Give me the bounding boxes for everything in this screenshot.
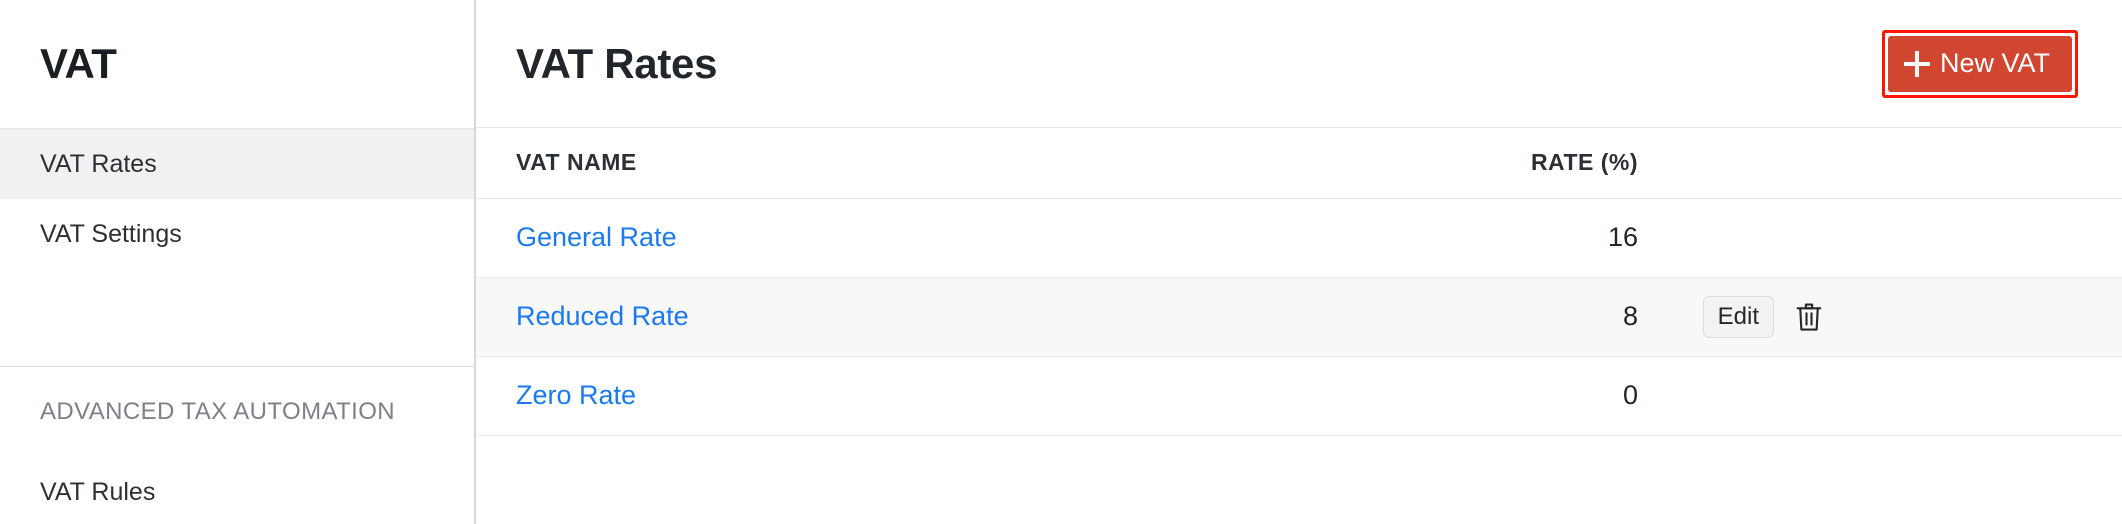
new-vat-highlight-box: New VAT: [1881, 29, 2078, 98]
page-title: VAT Rates: [516, 39, 718, 87]
sidebar-divider: [0, 366, 474, 367]
cell-vat-name: Zero Rate: [476, 356, 1206, 436]
table-body: General Rate 16 Reduced Rate 8 Edit: [476, 198, 2122, 436]
sidebar-title: VAT: [40, 40, 117, 87]
row-action-group: Edit: [1702, 295, 1826, 338]
sidebar-item-label: VAT Settings: [40, 219, 182, 248]
edit-button[interactable]: Edit: [1702, 295, 1774, 338]
vat-name-link-reduced-rate[interactable]: Reduced Rate: [516, 301, 689, 331]
cell-actions: [1646, 198, 2122, 278]
sidebar-item-label: VAT Rates: [40, 149, 157, 178]
sidebar-item-vat-rates[interactable]: VAT Rates: [0, 129, 474, 199]
sidebar-item-vat-rules[interactable]: VAT Rules: [0, 457, 474, 524]
sidebar: VAT VAT Rates VAT Settings ADVANCED TAX …: [0, 0, 476, 524]
cell-rate: 0: [1206, 356, 1646, 436]
main-content: VAT Rates New VAT VAT NAME RATE (%): [476, 0, 2122, 524]
table-head: VAT NAME RATE (%): [476, 128, 2122, 199]
column-header-vat-name: VAT NAME: [476, 128, 1206, 199]
cell-actions: Edit: [1646, 277, 2122, 357]
new-vat-button[interactable]: New VAT: [1887, 35, 2072, 92]
table-row[interactable]: General Rate 16: [476, 198, 2122, 278]
trash-icon: [1794, 300, 1824, 334]
table-header-row: VAT NAME RATE (%): [476, 128, 2122, 199]
cell-rate: 16: [1206, 198, 1646, 278]
sidebar-item-label: VAT Rules: [40, 477, 156, 506]
column-header-rate: RATE (%): [1206, 128, 1646, 199]
cell-vat-name: General Rate: [476, 198, 1206, 278]
sidebar-spacer: [0, 269, 474, 366]
vat-rates-table: VAT NAME RATE (%) General Rate 16 Reduce…: [476, 128, 2122, 436]
table-row[interactable]: Zero Rate 0: [476, 356, 2122, 436]
cell-rate: 8: [1206, 277, 1646, 357]
vat-name-link-general-rate[interactable]: General Rate: [516, 222, 677, 252]
vat-name-link-zero-rate[interactable]: Zero Rate: [516, 380, 637, 410]
delete-button[interactable]: [1792, 298, 1826, 336]
plus-icon: [1903, 50, 1930, 77]
column-header-actions: [1646, 128, 2122, 199]
new-vat-button-label: New VAT: [1939, 48, 2050, 78]
sidebar-primary-group: VAT Rates VAT Settings: [0, 128, 474, 269]
table-row[interactable]: Reduced Rate 8 Edit: [476, 277, 2122, 357]
sidebar-section-header-advanced-tax-automation: ADVANCED TAX AUTOMATION: [40, 398, 396, 425]
cell-actions: [1646, 356, 2122, 436]
main-header: VAT Rates New VAT: [476, 0, 2122, 128]
sidebar-item-vat-settings[interactable]: VAT Settings: [0, 199, 474, 269]
cell-vat-name: Reduced Rate: [476, 277, 1206, 357]
